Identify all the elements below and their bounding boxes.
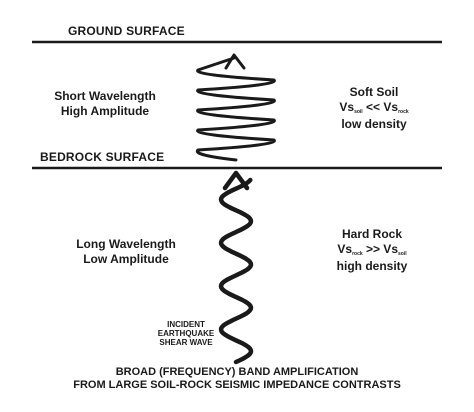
rock-density: high density	[336, 259, 408, 273]
incident-wave-label: INCIDENT EARTHQUAKE SHEAR WAVE	[146, 321, 226, 347]
caption-line1: BROAD (FREQUENCY) BAND AMPLIFICATION	[115, 366, 359, 378]
soil-title: Soft Soil	[349, 85, 399, 99]
incident-wave-rock	[218, 177, 254, 365]
rock-wave-line1: Long Wavelength	[76, 237, 176, 251]
soil-vs-relation: Vssoil << Vsrock	[322, 101, 426, 115]
rock-wave-arrowhead	[222, 170, 250, 191]
incident-line1: INCIDENT	[167, 320, 205, 329]
soil-vs-sub-a: soil	[354, 109, 363, 115]
soil-properties: Soft Soil Vssoil << Vsrock low density	[322, 86, 426, 130]
rock-vs-sub-b: soil	[398, 251, 407, 257]
soil-wave-line2: High Amplitude	[60, 104, 150, 118]
rock-vs-prefix: Vs	[337, 242, 353, 256]
diagram-caption: BROAD (FREQUENCY) BAND AMPLIFICATION FRO…	[0, 367, 474, 391]
rock-wave-description: Long Wavelength Low Amplitude	[56, 238, 196, 265]
soil-wave-description: Short Wavelength High Amplitude	[40, 90, 170, 117]
soil-wave-line1: Short Wavelength	[54, 89, 156, 103]
rock-title: Hard Rock	[341, 227, 403, 241]
rock-vs-operator: >> Vs	[362, 242, 398, 256]
rock-wave-line2: Low Amplitude	[83, 252, 169, 266]
soil-vs-prefix: Vs	[339, 100, 355, 114]
rock-vs-relation: Vsrock >> Vssoil	[320, 243, 424, 257]
bedrock-surface-label: BEDROCK SURFACE	[40, 150, 165, 164]
incident-line2: EARTHQUAKE	[157, 329, 215, 338]
soil-wave-arrowhead	[224, 53, 246, 70]
soil-vs-operator: << Vs	[362, 100, 399, 114]
incident-line3: SHEAR WAVE	[159, 338, 213, 347]
amplified-wave-soil	[195, 56, 276, 162]
ground-surface-label: GROUND SURFACE	[68, 24, 185, 38]
rock-properties: Hard Rock Vsrock >> Vssoil high density	[320, 228, 424, 272]
soil-vs-sub-b: rock	[398, 109, 409, 115]
caption-line2: FROM LARGE SOIL-ROCK SEISMIC IMPEDANCE C…	[73, 379, 401, 391]
soil-density: low density	[341, 117, 407, 131]
rock-vs-sub-a: rock	[352, 251, 363, 257]
